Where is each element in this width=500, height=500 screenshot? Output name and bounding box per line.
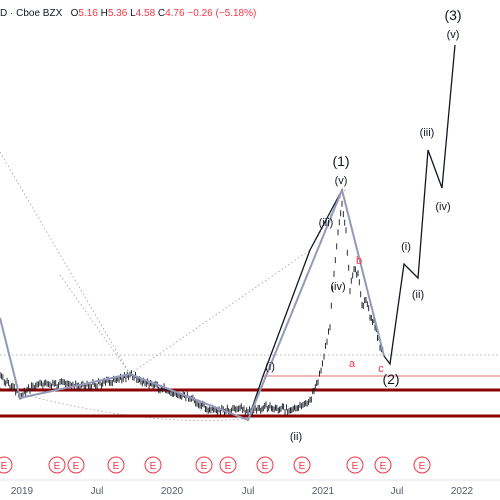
earnings-marker: E	[413, 456, 431, 474]
wave-label: (iv)	[435, 201, 450, 213]
earnings-marker: E	[0, 456, 13, 474]
dotted-guide	[59, 274, 131, 375]
wave-segment	[341, 189, 385, 357]
high-value: 5.36	[107, 8, 128, 19]
earnings-marker-label: E	[201, 461, 208, 472]
open-value: 5.16	[78, 8, 98, 19]
earnings-marker: E	[107, 456, 125, 474]
dotted-guide	[129, 249, 311, 375]
change-value: −0.26 (−5.18%)	[187, 8, 257, 19]
low-value: 4.58	[135, 8, 156, 19]
wave-label: (i)	[401, 241, 411, 253]
earnings-marker: E	[256, 456, 274, 474]
earnings-marker-label: E	[380, 461, 387, 472]
wave-label: (ii)	[412, 289, 424, 301]
earnings-marker: E	[195, 456, 213, 474]
correction-label: c	[378, 363, 384, 375]
earnings-marker: E	[374, 456, 392, 474]
wave-segment	[0, 317, 21, 399]
earnings-marker-label: E	[73, 461, 80, 472]
earnings-marker-label: E	[419, 461, 426, 472]
earnings-marker-label: E	[299, 461, 306, 472]
wave-label: (iii)	[319, 217, 334, 229]
earnings-marker: E	[293, 456, 311, 474]
earnings-marker-label: E	[113, 461, 120, 472]
time-axis: 2019 Jul 2020 Jul 2021 Jul 2022	[0, 479, 500, 497]
symbol-header: D · Cboe BZX O5.16 H5.36 L4.58 C4.76 −0.…	[0, 8, 256, 19]
wave-label: (2)	[382, 371, 399, 387]
x-tick-label: 2020	[161, 486, 184, 497]
earnings-marker-circle	[0, 456, 13, 474]
symbol-exchange: D · Cboe BZX	[0, 8, 63, 19]
x-tick-label: Jul	[242, 486, 255, 497]
wave-label: (i)	[265, 361, 275, 373]
earnings-marker-circle	[107, 456, 125, 474]
earnings-marker: E	[144, 456, 162, 474]
wave-label: (v)	[447, 29, 460, 41]
earnings-marker: E	[48, 456, 66, 474]
earnings-marker-circle	[374, 456, 392, 474]
earnings-marker-label: E	[352, 461, 359, 472]
x-tick-label: Jul	[391, 486, 404, 497]
correction-label: b	[356, 255, 362, 267]
dotted-guide	[0, 151, 131, 375]
earnings-marker: E	[67, 456, 85, 474]
x-tick-label: 2021	[312, 486, 335, 497]
wave-label: (3)	[444, 7, 461, 23]
earnings-marker-circle	[219, 456, 237, 474]
earnings-marker-label: E	[1, 461, 8, 472]
x-tick-label: Jul	[91, 486, 104, 497]
earnings-marker-circle	[293, 456, 311, 474]
earnings-marker-label: E	[150, 461, 157, 472]
low-label: L	[130, 8, 136, 19]
wave-segment	[129, 373, 249, 421]
wave-label: (v)	[335, 175, 348, 187]
close-value: 4.76	[165, 8, 185, 19]
wave-label: (iv)	[330, 281, 345, 293]
wave-segment	[247, 189, 343, 421]
x-tick-label: 2022	[451, 486, 474, 497]
earnings-marker: E	[346, 456, 364, 474]
earnings-marker-circle	[144, 456, 162, 474]
wave-label: (ii)	[290, 431, 302, 443]
wave-segment	[19, 373, 131, 399]
wave-labels: (3) (v) (1) (v) (iii) (iv) (iii) (iv) (i) (ii) (i)…	[265, 7, 461, 443]
high-label: H	[100, 8, 108, 19]
earnings-marker-circle	[346, 456, 364, 474]
wave-label: (1)	[332, 153, 349, 169]
wave-projection-line	[0, 44, 456, 421]
wave-label: (iii)	[420, 127, 435, 139]
x-tick-label: 2019	[11, 486, 34, 497]
earnings-marker-circle	[195, 456, 213, 474]
correction-label: a	[349, 358, 356, 370]
elliott-wave-path	[0, 44, 456, 421]
earnings-marker-circle	[256, 456, 274, 474]
earnings-marker-label: E	[262, 461, 269, 472]
earnings-marker-circle	[413, 456, 431, 474]
earnings-marker-label: E	[225, 461, 232, 472]
open-label: O	[70, 8, 79, 19]
earnings-marker-circle	[48, 456, 66, 474]
earnings-marker: E	[219, 456, 237, 474]
earnings-marker-circle	[67, 456, 85, 474]
earnings-marker-label: E	[54, 461, 61, 472]
close-label: C	[157, 8, 166, 19]
